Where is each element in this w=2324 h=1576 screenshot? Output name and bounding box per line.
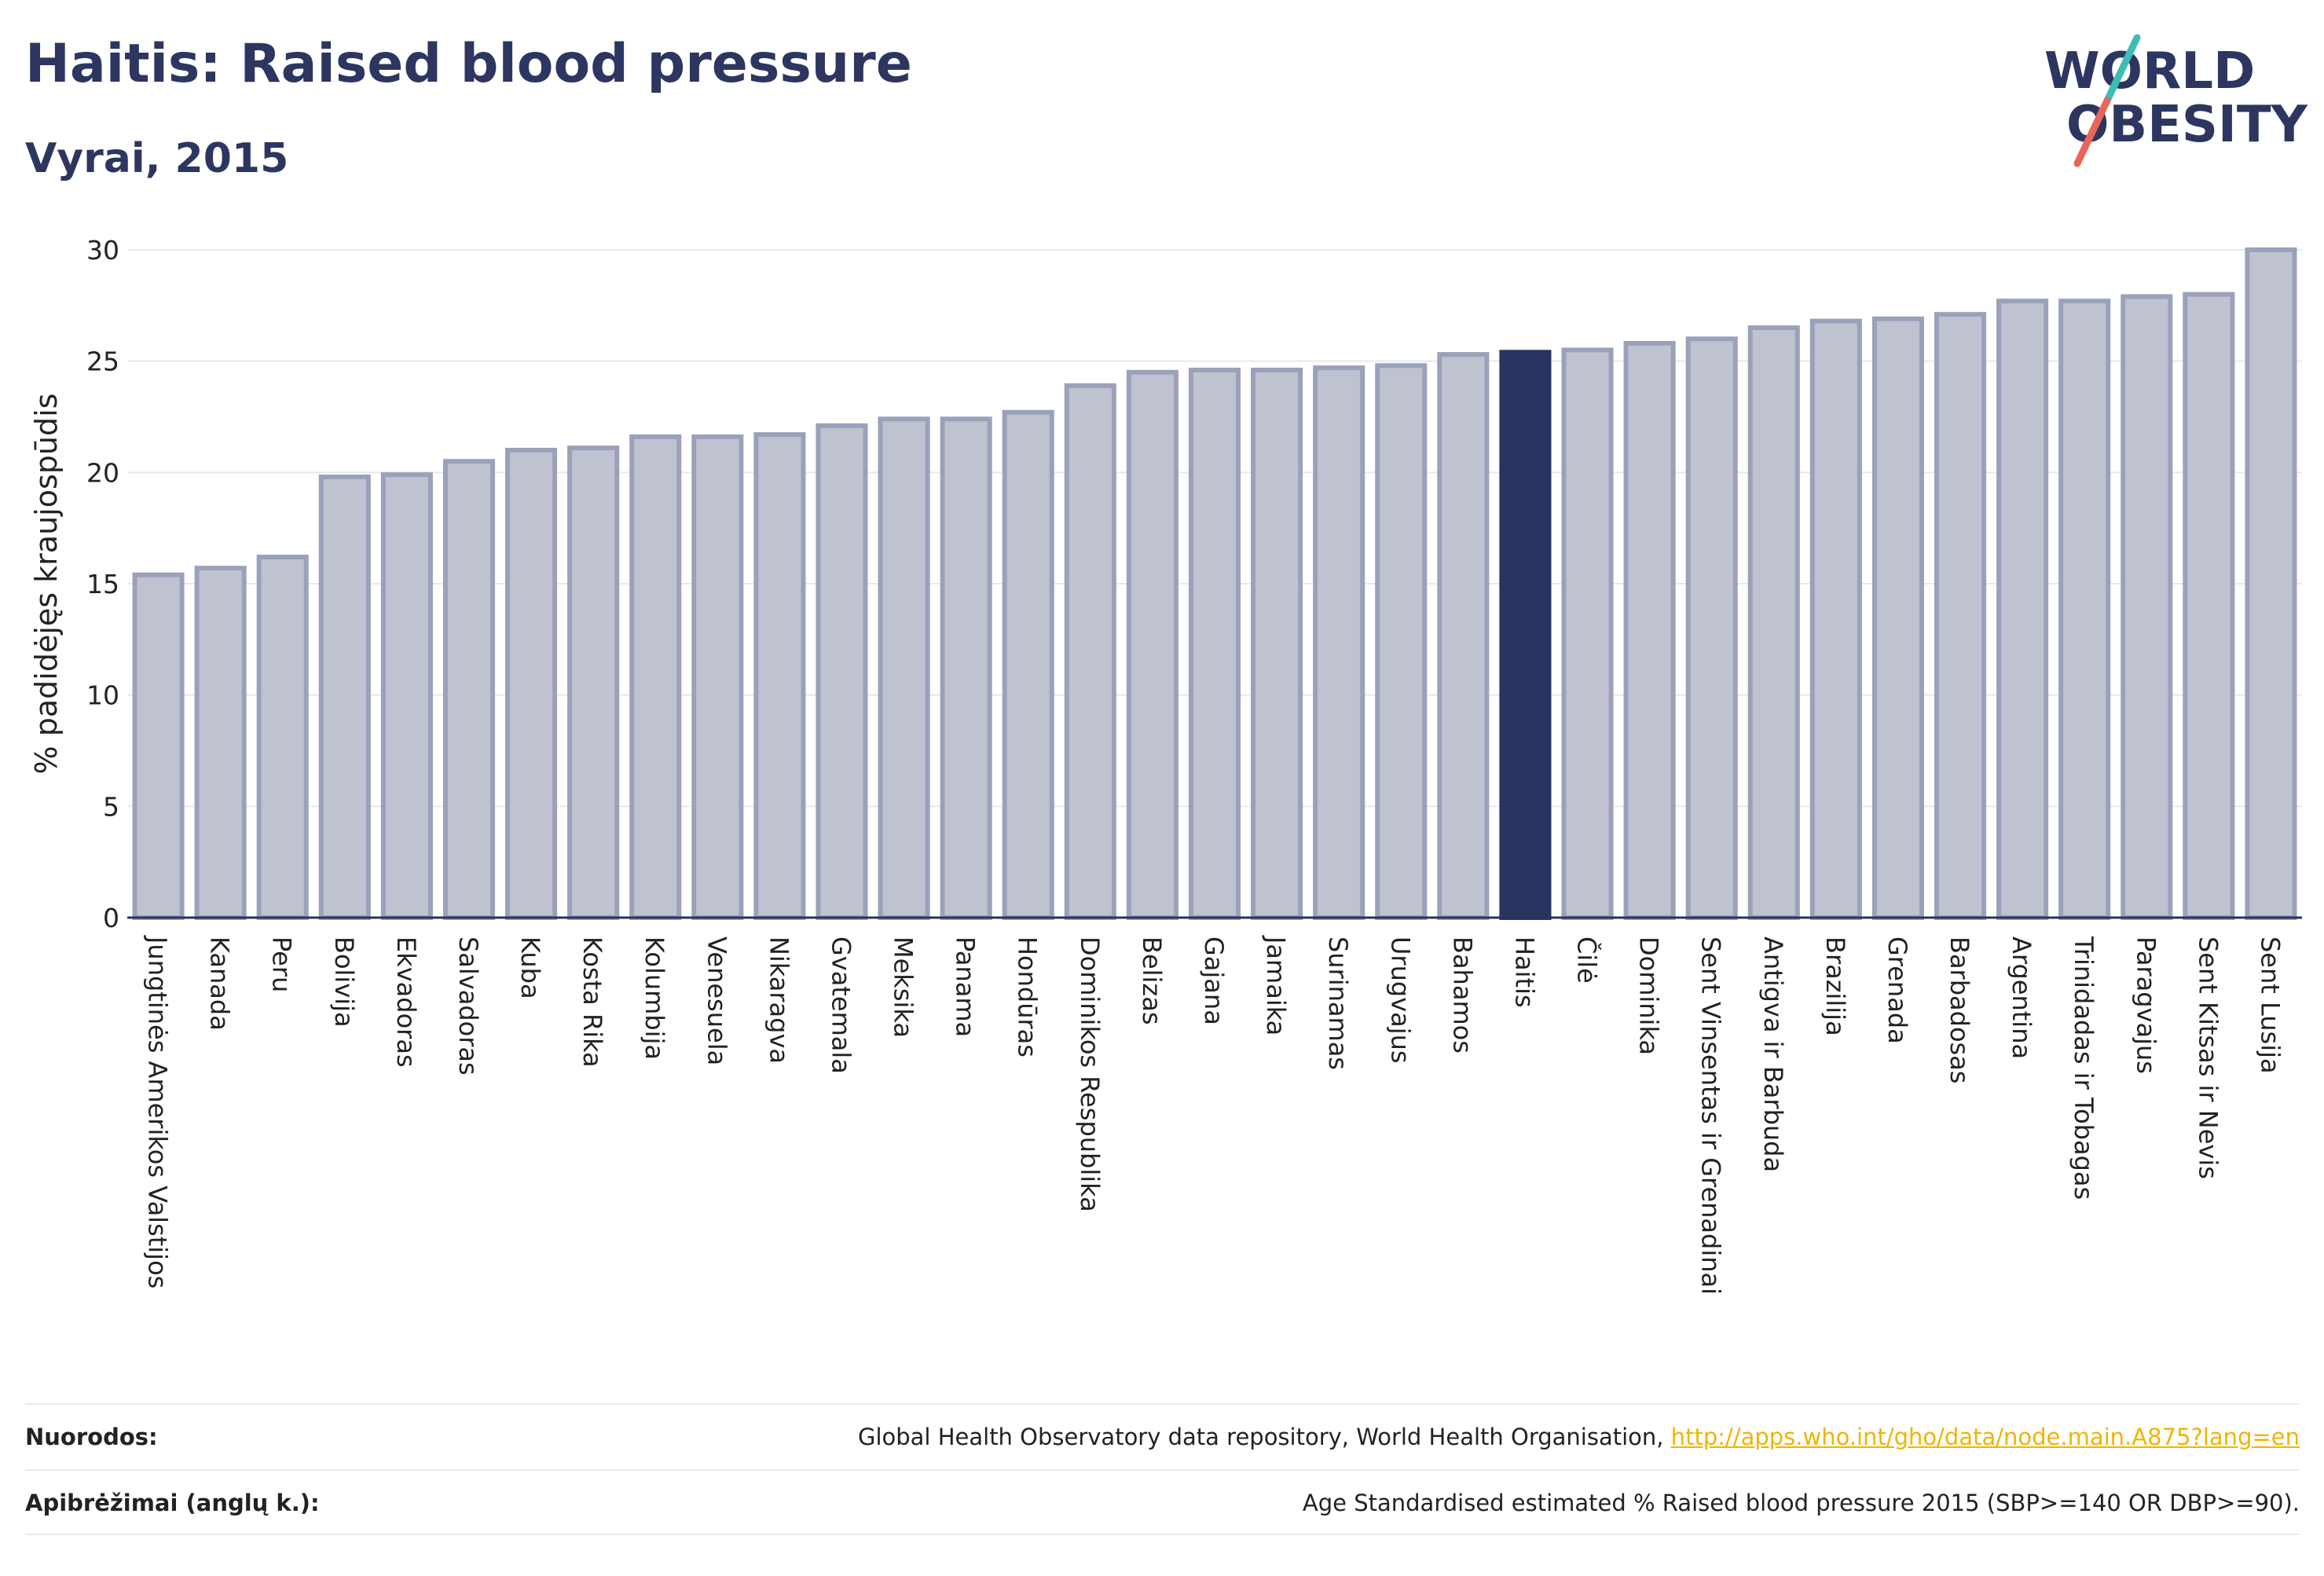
bar: [1685, 336, 1738, 921]
x-tick-label: Kuba: [515, 936, 545, 999]
bar: [2058, 299, 2111, 920]
x-tick-label: Ekvadoras: [391, 936, 421, 1068]
x-tick-label: Argentina: [2007, 936, 2036, 1059]
logo-slash-red: [2073, 97, 2111, 167]
bar: [318, 475, 371, 920]
bar: [1934, 312, 1987, 920]
bar: [940, 416, 992, 920]
x-tick-label: Jamaika: [1261, 935, 1291, 1035]
x-tick-label: Barbadosas: [1945, 936, 1974, 1083]
sources-label: Nuorodos:: [25, 1424, 158, 1450]
y-tick-label: 5: [103, 791, 119, 822]
x-tick-label: Urugvajus: [1385, 936, 1415, 1064]
definitions-label: Apibrėžimai (anglų k.):: [25, 1490, 320, 1516]
bar: [1188, 368, 1241, 920]
logo-slash-teal: [2103, 34, 2141, 104]
x-tick-label: Brazilija: [1820, 936, 1850, 1036]
x-tick-label: Peru: [267, 936, 297, 992]
x-tick-label: Venesuela: [702, 936, 731, 1065]
bar: [2183, 291, 2235, 920]
bar: [1499, 350, 1552, 921]
bar: [1126, 369, 1178, 921]
bar: [1437, 352, 1490, 920]
bar: [629, 434, 682, 920]
x-tick-label: Paragvajus: [2131, 936, 2161, 1074]
bar: [1623, 341, 1676, 920]
x-tick-label: Panama: [951, 936, 981, 1037]
bar: [442, 459, 496, 920]
x-tick-label: Kanada: [205, 936, 235, 1031]
y-tick-label: 0: [103, 903, 119, 933]
sources-text: Global Health Observatory data repositor…: [857, 1424, 1671, 1450]
bar: [132, 572, 185, 921]
bar: [2121, 294, 2173, 920]
x-tick-label: Kosta Rika: [577, 936, 607, 1068]
x-tick-label: Grenada: [1882, 936, 1912, 1044]
bar: [1251, 368, 1303, 920]
x-tick-label: Gajana: [1199, 936, 1229, 1025]
bar: [1375, 363, 1428, 921]
bar: [1871, 316, 1924, 921]
x-tick-label: Bolivija: [329, 936, 359, 1028]
x-tick-label: Gvatemala: [826, 936, 856, 1074]
sources-value: Global Health Observatory data repositor…: [858, 1424, 2300, 1450]
footer-divider: [25, 1534, 2300, 1535]
bar: [878, 416, 930, 920]
bar: [1809, 318, 1862, 920]
bar: [567, 445, 620, 920]
x-tick-label: Hondūras: [1013, 936, 1043, 1057]
x-tick-label: Haitis: [1509, 936, 1539, 1008]
definitions-text: Age Standardised estimated % Raised bloo…: [1302, 1490, 2300, 1516]
chart-subtitle: Vyrai, 2015: [25, 135, 289, 182]
x-tick-label: Surinamas: [1323, 936, 1353, 1070]
world-obesity-logo: WORLD OBESITY: [2044, 34, 2308, 167]
sources-link[interactable]: http://apps.who.int/gho/data/node.main.A…: [1670, 1424, 2300, 1450]
sources-row: Nuorodos: Global Health Observatory data…: [25, 1406, 2300, 1468]
bar-chart: 0 5 10 15 20 25 30 % padidėjęs kraujospūdis Jung…: [29, 235, 2302, 1295]
x-tick-label: Salvadoras: [453, 936, 483, 1076]
y-tick-label: 15: [86, 569, 119, 599]
x-tick-label: Trinidadas ir Tobagas: [2069, 936, 2099, 1200]
x-tick-label: Antigva ir Barbuda: [1758, 936, 1788, 1172]
bar: [1561, 347, 1614, 920]
x-tick-label: Kolumbija: [640, 936, 669, 1060]
bar: [816, 423, 868, 920]
y-tick-label: 30: [86, 235, 119, 266]
bar: [505, 448, 558, 920]
x-tick-label: Jungtinės Amerikos Valstijos: [143, 935, 173, 1288]
bar: [1996, 299, 2049, 920]
x-tick-label: Meksika: [889, 936, 918, 1038]
x-tick-label: Nikaragva: [764, 936, 794, 1064]
footer-divider: [25, 1469, 2300, 1471]
y-tick-label: 20: [86, 457, 119, 488]
bar: [256, 555, 309, 920]
bar: [194, 566, 247, 921]
bar: [1002, 409, 1054, 920]
y-axis-title: % padidėjęs kraujospūdis: [29, 394, 64, 775]
bar: [1747, 325, 1800, 920]
y-tick-label: 10: [86, 680, 119, 711]
x-tick-label: Sent Vinsentas ir Grenadinai: [1696, 936, 1726, 1295]
logo-text-line1: WORLD: [2044, 42, 2255, 101]
bar: [1064, 383, 1116, 921]
chart-title: Haitis: Raised blood pressure: [25, 33, 912, 95]
y-tick-label: 25: [86, 346, 119, 377]
footer-divider: [25, 1403, 2300, 1405]
bar: [2245, 247, 2297, 920]
x-tick-label: Sent Kitsas ir Nevis: [2193, 936, 2223, 1179]
definitions-row: Apibrėžimai (anglų k.): Age Standardised…: [25, 1472, 2300, 1534]
x-tick-label: Belizas: [1137, 936, 1167, 1025]
x-tick-label: Sent Lusija: [2255, 936, 2285, 1074]
x-tick-label: Bahamos: [1447, 936, 1477, 1054]
x-tick-label: Dominika: [1634, 936, 1664, 1055]
x-tick-label: Dominikos Respublika: [1075, 936, 1105, 1212]
bar: [380, 472, 433, 920]
x-tick-label: Čilė: [1572, 936, 1603, 984]
bar: [1313, 365, 1365, 920]
bar: [753, 432, 806, 920]
bar: [691, 434, 744, 920]
